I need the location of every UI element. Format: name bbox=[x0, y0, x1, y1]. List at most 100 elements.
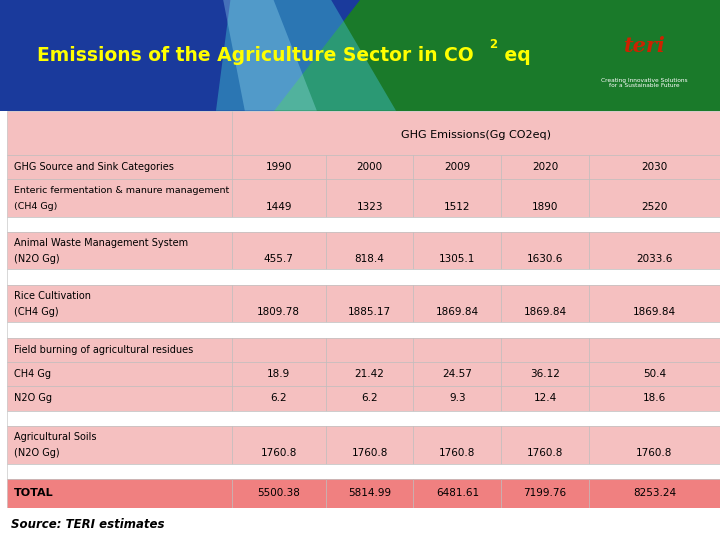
Bar bbox=[589, 479, 720, 508]
Bar bbox=[501, 285, 589, 322]
Text: eq: eq bbox=[498, 46, 531, 65]
Text: 2030: 2030 bbox=[642, 162, 667, 172]
Bar bbox=[232, 426, 326, 463]
Bar bbox=[326, 479, 413, 508]
Text: 455.7: 455.7 bbox=[264, 254, 294, 264]
Bar bbox=[501, 479, 589, 508]
Text: 818.4: 818.4 bbox=[355, 254, 384, 264]
Bar bbox=[589, 179, 720, 217]
Text: 21.42: 21.42 bbox=[355, 369, 384, 379]
Text: 2520: 2520 bbox=[642, 202, 667, 212]
Text: 1990: 1990 bbox=[266, 162, 292, 172]
Text: 8253.24: 8253.24 bbox=[633, 488, 676, 498]
Text: 18.6: 18.6 bbox=[643, 394, 666, 403]
Bar bbox=[501, 338, 589, 362]
Bar bbox=[7, 463, 720, 479]
Bar bbox=[413, 179, 501, 217]
Bar bbox=[589, 386, 720, 410]
Text: 1323: 1323 bbox=[356, 202, 383, 212]
Text: CH4 Gg: CH4 Gg bbox=[14, 369, 51, 379]
Bar bbox=[7, 155, 232, 179]
Bar bbox=[7, 232, 232, 269]
Text: 1760.8: 1760.8 bbox=[261, 448, 297, 458]
Bar bbox=[501, 426, 589, 463]
Text: 1885.17: 1885.17 bbox=[348, 307, 391, 317]
Bar bbox=[501, 155, 589, 179]
Bar bbox=[7, 217, 720, 232]
Bar bbox=[326, 338, 413, 362]
Text: Rice Cultivation: Rice Cultivation bbox=[14, 291, 91, 301]
Text: 1449: 1449 bbox=[266, 202, 292, 212]
Bar bbox=[7, 285, 232, 322]
Text: TOTAL: TOTAL bbox=[14, 488, 54, 498]
Bar bbox=[326, 362, 413, 386]
Text: 6.2: 6.2 bbox=[271, 394, 287, 403]
Text: GHG Emissions(Gg CO2eq): GHG Emissions(Gg CO2eq) bbox=[401, 130, 551, 140]
Bar bbox=[232, 285, 326, 322]
Bar bbox=[326, 232, 413, 269]
Text: 1890: 1890 bbox=[532, 202, 558, 212]
Text: 50.4: 50.4 bbox=[643, 369, 666, 379]
Text: 36.12: 36.12 bbox=[530, 369, 560, 379]
Text: 6.2: 6.2 bbox=[361, 394, 378, 403]
Bar bbox=[232, 179, 326, 217]
Bar bbox=[413, 155, 501, 179]
Bar bbox=[413, 426, 501, 463]
Bar bbox=[7, 338, 232, 362]
Bar bbox=[232, 111, 720, 155]
Text: (N2O Gg): (N2O Gg) bbox=[14, 448, 60, 458]
Text: Animal Waste Management System: Animal Waste Management System bbox=[14, 238, 189, 248]
Bar bbox=[232, 362, 326, 386]
Bar bbox=[413, 285, 501, 322]
Bar bbox=[232, 479, 326, 508]
Text: 1809.78: 1809.78 bbox=[257, 307, 300, 317]
Bar bbox=[232, 232, 326, 269]
Bar bbox=[413, 338, 501, 362]
Bar bbox=[589, 232, 720, 269]
Bar bbox=[413, 479, 501, 508]
Polygon shape bbox=[274, 0, 720, 111]
Bar bbox=[7, 386, 232, 410]
Bar bbox=[413, 386, 501, 410]
Text: 2009: 2009 bbox=[444, 162, 470, 172]
Bar bbox=[501, 232, 589, 269]
Bar bbox=[7, 479, 232, 508]
Bar bbox=[501, 362, 589, 386]
Text: 1305.1: 1305.1 bbox=[439, 254, 475, 264]
Bar bbox=[326, 179, 413, 217]
Text: (CH4 Gg): (CH4 Gg) bbox=[14, 307, 59, 317]
Bar bbox=[589, 155, 720, 179]
Text: 1760.8: 1760.8 bbox=[527, 448, 563, 458]
Bar bbox=[7, 111, 232, 155]
Bar bbox=[326, 386, 413, 410]
Bar bbox=[501, 179, 589, 217]
Text: 18.9: 18.9 bbox=[267, 369, 290, 379]
Bar bbox=[589, 285, 720, 322]
Text: 2033.6: 2033.6 bbox=[636, 254, 672, 264]
Text: N2O Gg: N2O Gg bbox=[14, 394, 53, 403]
Bar bbox=[7, 426, 232, 463]
Bar bbox=[232, 386, 326, 410]
Text: 12.4: 12.4 bbox=[534, 394, 557, 403]
Text: 24.57: 24.57 bbox=[442, 369, 472, 379]
Bar bbox=[232, 155, 326, 179]
Text: 1512: 1512 bbox=[444, 202, 471, 212]
Text: Field burning of agricultural residues: Field burning of agricultural residues bbox=[14, 345, 194, 355]
Bar bbox=[413, 232, 501, 269]
Text: 1760.8: 1760.8 bbox=[636, 448, 672, 458]
Text: 2: 2 bbox=[489, 38, 497, 51]
Text: Emissions of the Agriculture Sector in CO: Emissions of the Agriculture Sector in C… bbox=[37, 46, 474, 65]
Bar bbox=[7, 179, 232, 217]
Bar bbox=[501, 386, 589, 410]
Text: 1760.8: 1760.8 bbox=[351, 448, 388, 458]
Text: (CH4 Gg): (CH4 Gg) bbox=[14, 201, 58, 211]
Text: 2020: 2020 bbox=[532, 162, 558, 172]
Text: 1630.6: 1630.6 bbox=[527, 254, 563, 264]
Bar bbox=[589, 338, 720, 362]
Bar bbox=[7, 322, 720, 338]
Text: 9.3: 9.3 bbox=[449, 394, 466, 403]
Text: teri: teri bbox=[624, 37, 665, 57]
Polygon shape bbox=[223, 0, 317, 111]
Text: 1869.84: 1869.84 bbox=[436, 307, 479, 317]
Bar bbox=[326, 426, 413, 463]
